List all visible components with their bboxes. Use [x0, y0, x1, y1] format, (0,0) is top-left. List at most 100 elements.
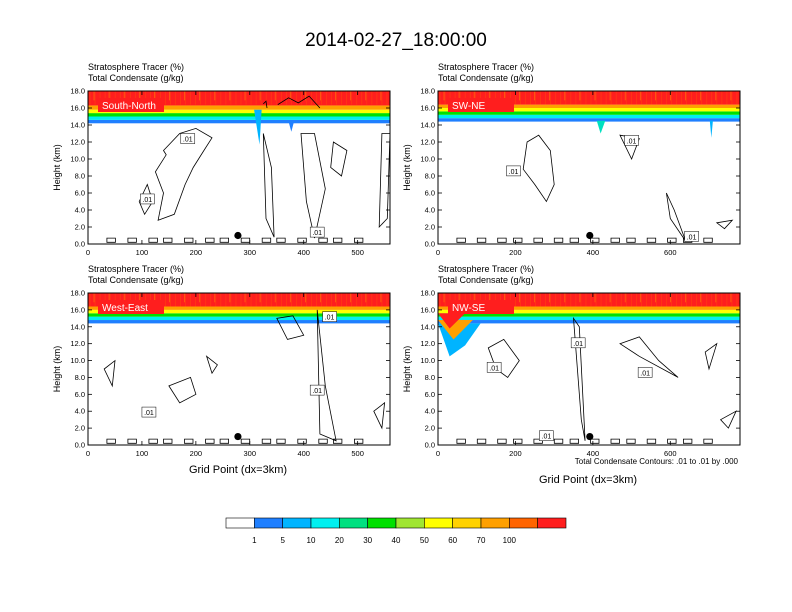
tracer-band	[438, 108, 740, 112]
contour-label-box	[322, 311, 337, 322]
tracer-band	[88, 119, 390, 124]
condensate-contour	[184, 438, 194, 444]
y-tick-label: 14.0	[420, 121, 435, 130]
condensate-contour	[276, 438, 286, 444]
condensate-contour	[667, 438, 677, 444]
tracer-band	[88, 113, 390, 117]
condensate-contour	[106, 237, 116, 243]
condensate-contour	[276, 237, 286, 243]
y-tick-label: 18.0	[420, 289, 435, 298]
condensate-contour	[553, 438, 564, 444]
y-tick-label: 12.0	[70, 339, 85, 348]
y-tick-label: 8.0	[75, 373, 85, 382]
colorbar-label: 10	[307, 536, 316, 545]
y-tick-label: 2.0	[425, 424, 435, 433]
condensate-contour	[148, 438, 158, 444]
panel-header-tracer: Stratosphere Tracer (%)	[438, 62, 534, 72]
tracer-band	[438, 111, 740, 115]
colorbar-swatch	[254, 517, 283, 529]
colorbar-swatch	[339, 517, 368, 529]
colorbar-swatch	[537, 517, 567, 529]
condensate-contour	[610, 438, 620, 444]
y-tick-label: 4.0	[75, 407, 85, 416]
colorbar-label: 100	[503, 536, 517, 545]
tracer-band	[88, 313, 390, 317]
y-axis-title: Height (km)	[402, 346, 412, 393]
contour-label: .01	[573, 341, 583, 348]
condensate-contour	[106, 438, 116, 444]
condensate-contour	[497, 438, 507, 444]
contour-label: .01	[627, 138, 637, 145]
condensate-contour	[240, 237, 251, 243]
x-tick-label: 400	[587, 449, 600, 458]
condensate-contour	[354, 438, 364, 444]
y-axis-title: Height (km)	[52, 144, 62, 191]
tracer-band	[438, 104, 740, 108]
contour-label-box	[506, 165, 521, 177]
x-tick-label: 0	[86, 449, 90, 458]
condensate-contour	[456, 438, 466, 444]
y-tick-label: 16.0	[420, 104, 435, 113]
x-tick-label: 200	[509, 449, 522, 458]
y-axis-title: Height (km)	[402, 144, 412, 191]
colorbar: 1 5 10 20 30 40 50 60 70 100	[225, 517, 567, 545]
condensate-contour	[277, 95, 321, 109]
colorbar-label: 70	[477, 536, 486, 545]
condensate-contour	[240, 438, 251, 444]
y-tick-label: 8.0	[75, 172, 85, 181]
contour-label-box	[140, 193, 155, 205]
colorbar-label: 50	[420, 536, 429, 545]
panels: Stratosphere Tracer (%)Total Condensate …	[52, 62, 741, 458]
y-tick-label: 0.0	[75, 441, 85, 450]
condensate-contour	[456, 237, 466, 243]
x-tick-label: 600	[664, 449, 677, 458]
x-tick-label: 200	[190, 449, 203, 458]
condensate-contour	[276, 315, 305, 340]
panel-header-condensate: Total Condensate (g/kg)	[438, 73, 534, 83]
y-tick-label: 0.0	[425, 240, 435, 249]
panel-label: SW-NE	[452, 101, 485, 112]
tracer-band	[438, 320, 740, 324]
contour-label-box	[684, 231, 699, 242]
condensate-contour	[569, 438, 579, 444]
tracer-band	[88, 316, 390, 321]
panel-header-tracer: Stratosphere Tracer (%)	[88, 62, 184, 72]
y-axis-title: Height (km)	[52, 346, 62, 393]
colorbar-swatch	[395, 517, 425, 529]
colorbar-swatch	[509, 517, 538, 529]
tracer-intrusion	[438, 320, 473, 340]
x-tick-label: 0	[436, 248, 440, 257]
y-tick-label: 6.0	[425, 189, 435, 198]
tracer-band	[88, 309, 390, 314]
colorbar-swatch	[367, 517, 397, 529]
contour-label: .01	[509, 169, 519, 176]
condensate-contour	[261, 438, 272, 444]
x-tick-label: 400	[297, 248, 310, 257]
panel-header-tracer: Stratosphere Tracer (%)	[438, 264, 534, 274]
condensate-contour	[262, 133, 275, 238]
tracer-band	[438, 306, 740, 310]
panel-label: NW-SE	[452, 303, 485, 314]
y-tick-label: 0.0	[75, 240, 85, 249]
y-tick-label: 10.0	[70, 155, 85, 164]
y-tick-label: 14.0	[420, 322, 435, 331]
condensate-contour	[205, 355, 218, 375]
tracer-intrusion	[254, 109, 262, 145]
x-tick-label: 400	[297, 449, 310, 458]
tracer-band	[438, 118, 740, 122]
condensate-contour	[646, 438, 657, 444]
plot-frame	[87, 292, 391, 446]
y-tick-label: 10.0	[70, 356, 85, 365]
condensate-contour	[378, 133, 391, 229]
colorbar-swatch	[424, 517, 453, 529]
panel-header-condensate: Total Condensate (g/kg)	[88, 275, 184, 285]
y-tick-label: 16.0	[70, 104, 85, 113]
location-marker	[234, 432, 242, 441]
tracer-band	[438, 114, 740, 119]
condensate-contour	[569, 237, 579, 243]
y-tick-label: 18.0	[420, 87, 435, 96]
y-tick-label: 8.0	[425, 373, 435, 382]
condensate-contour	[219, 438, 229, 444]
panel-label-bg	[98, 300, 164, 314]
condensate-contour	[127, 438, 137, 444]
